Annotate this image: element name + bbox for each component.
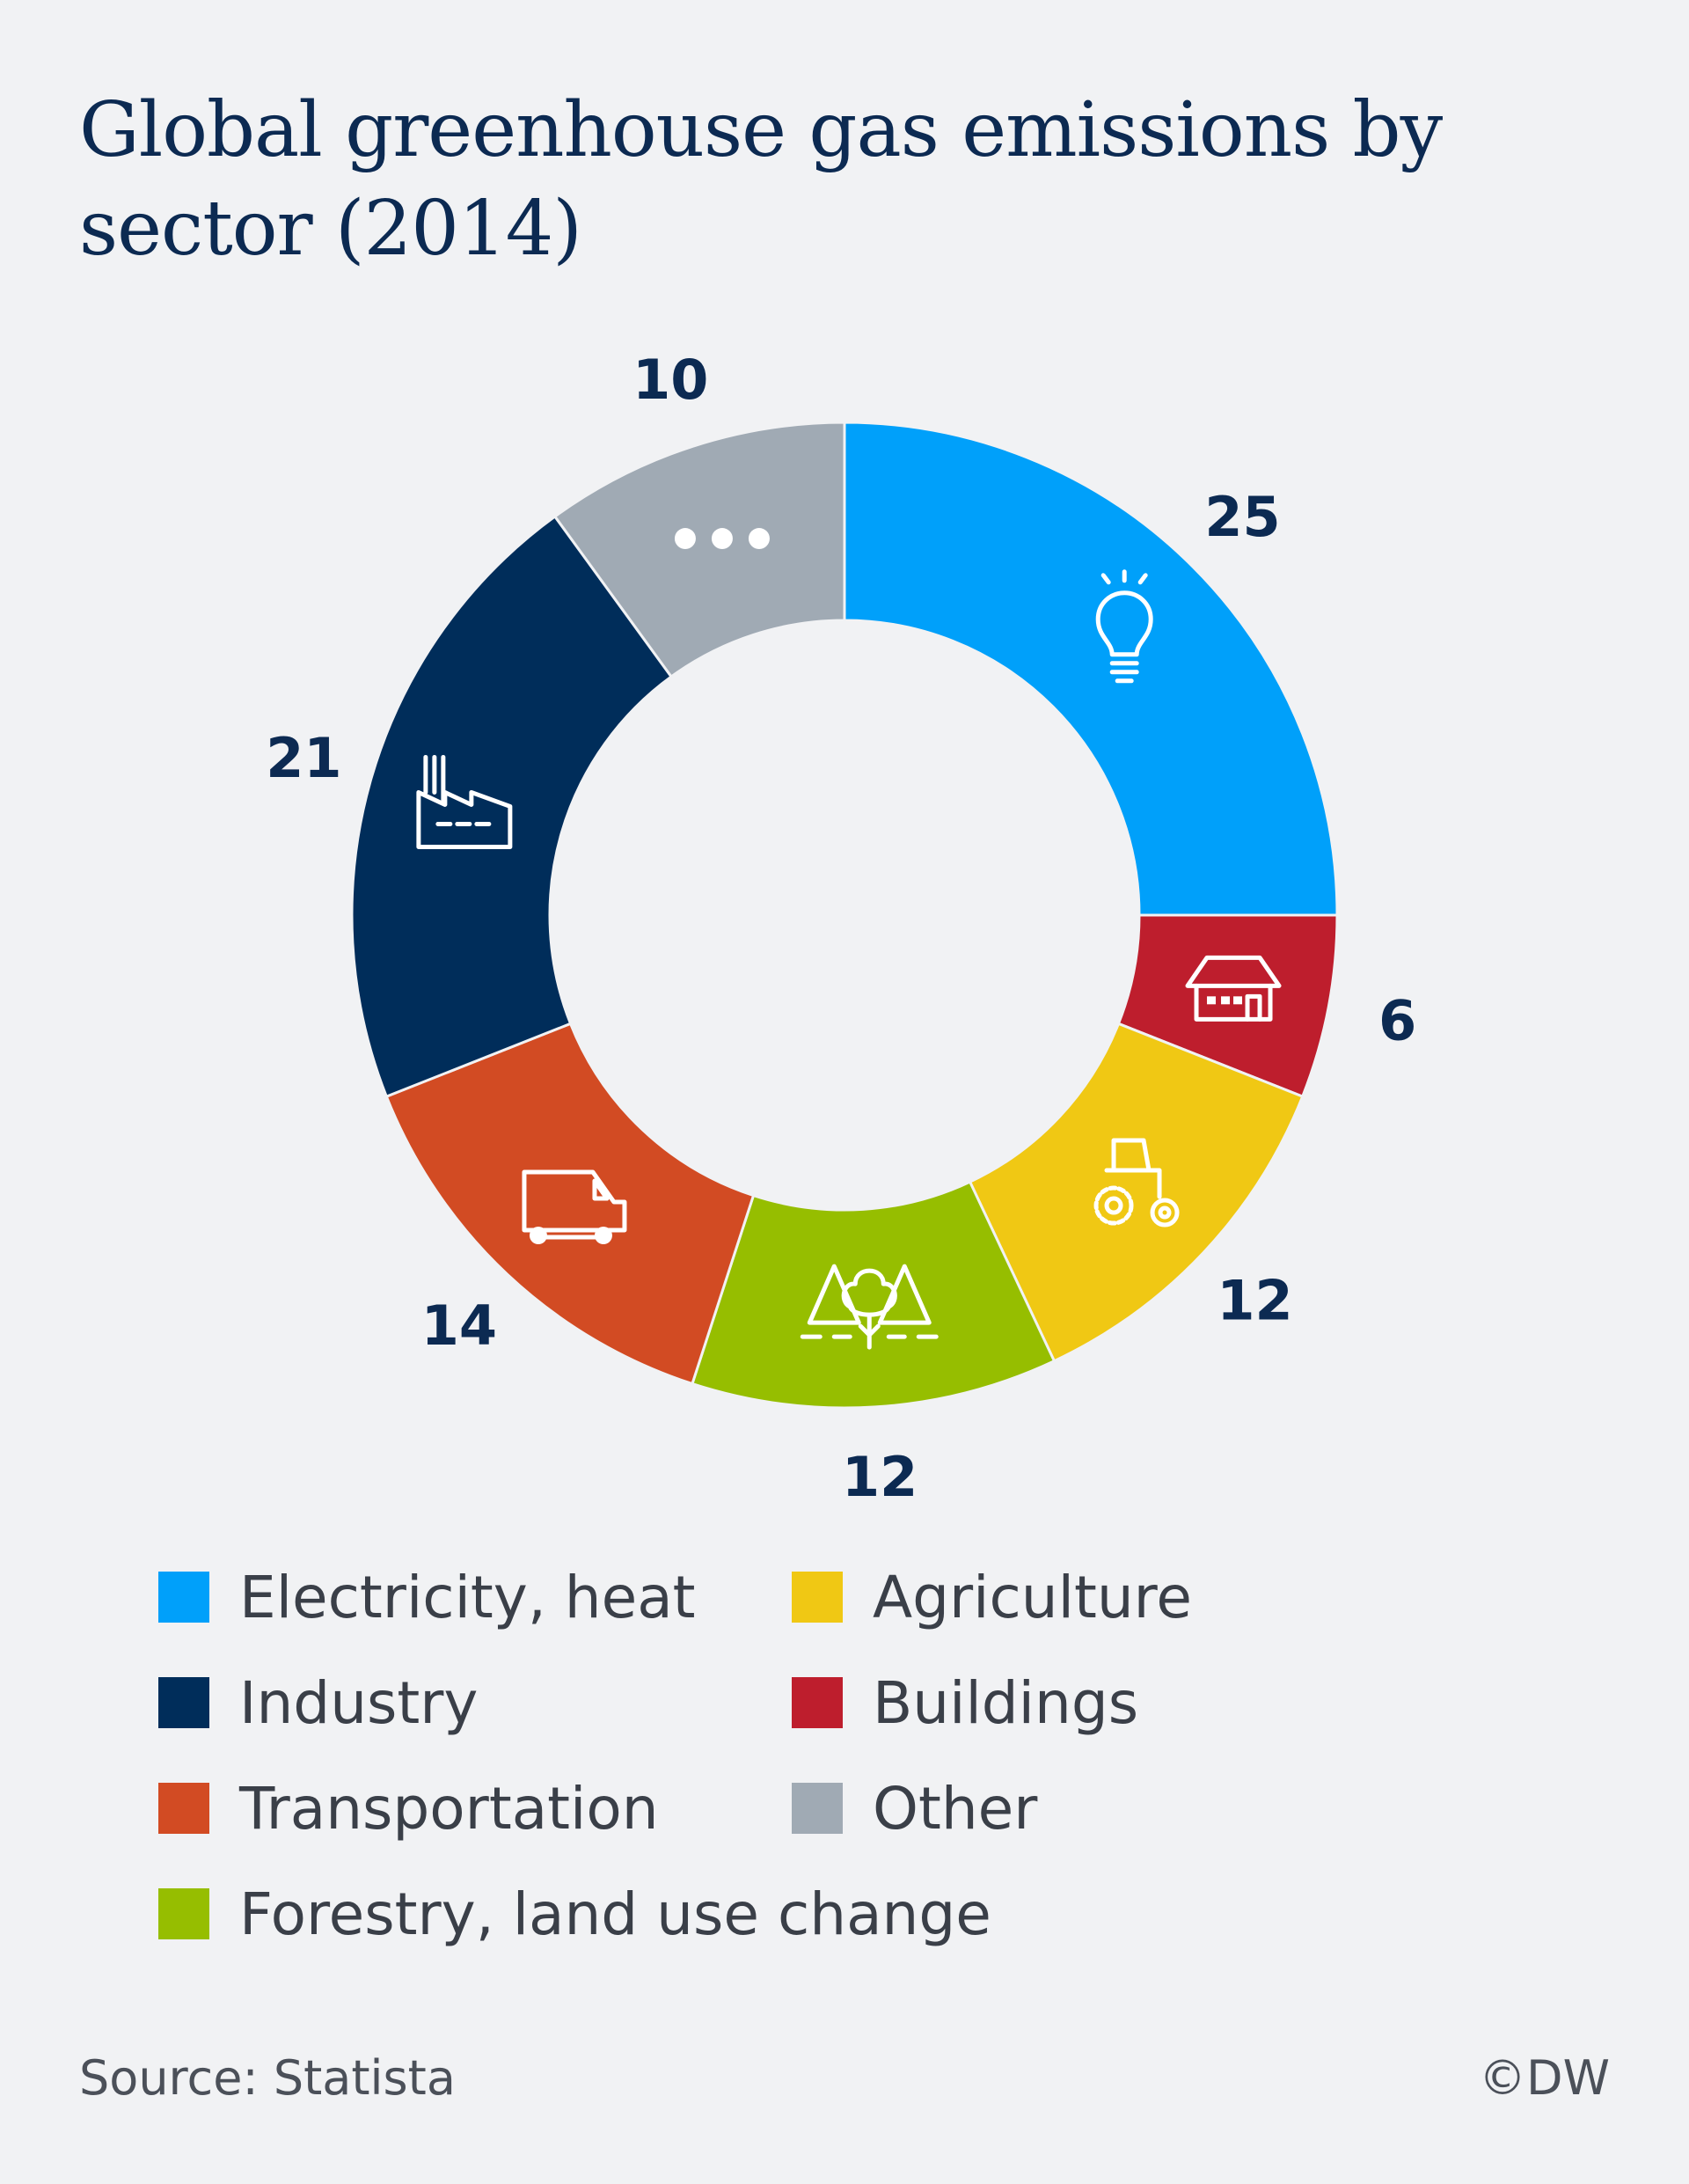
legend: Electricity, heat Industry Transportatio… — [0, 1557, 1689, 2015]
legend-label: Electricity, heat — [239, 1563, 696, 1631]
factory-icon — [416, 754, 513, 849]
legend-label: Transportation — [239, 1774, 659, 1843]
legend-label: Agriculture — [873, 1563, 1192, 1631]
value-label: 12 — [1217, 1269, 1292, 1333]
legend-swatch — [792, 1572, 843, 1623]
legend-swatch — [792, 1783, 843, 1834]
value-label: 21 — [266, 726, 341, 790]
lightbulb-icon — [1095, 569, 1153, 684]
legend-item-electricity-heat: Electricity, heat — [158, 1557, 696, 1637]
house-icon — [1185, 955, 1282, 1022]
legend-label: Other — [873, 1774, 1038, 1843]
slice-transportation — [384, 1022, 756, 1386]
legend-item-other: Other — [792, 1769, 1037, 1848]
legend-item-industry: Industry — [158, 1663, 478, 1742]
slice-agriculture — [968, 1022, 1305, 1363]
legend-label: Forestry, land use change — [239, 1880, 991, 1948]
legend-swatch — [158, 1572, 209, 1623]
legend-swatch — [158, 1677, 209, 1728]
value-label: 14 — [421, 1294, 497, 1358]
more-dots-icon — [674, 528, 770, 550]
donut-chart: 25 6 12 12 14 21 10 — [266, 348, 1416, 1509]
slice-electricity-heat — [843, 421, 1339, 917]
legend-swatch — [158, 1783, 209, 1834]
copyright-note: ©DW — [1479, 2050, 1610, 2106]
legend-swatch — [792, 1677, 843, 1728]
source-note: Source: Statista — [79, 2050, 456, 2106]
slice-group — [350, 421, 1339, 1410]
value-label-group: 25 6 12 12 14 21 10 — [266, 348, 1416, 1509]
trees-icon — [800, 1264, 939, 1350]
legend-label: Industry — [239, 1668, 479, 1737]
legend-label: Buildings — [873, 1668, 1139, 1737]
slice-other — [552, 421, 846, 679]
legend-item-agriculture: Agriculture — [792, 1557, 1192, 1637]
value-label: 25 — [1204, 485, 1280, 549]
legend-item-transportation: Transportation — [158, 1769, 659, 1848]
van-icon — [522, 1169, 627, 1245]
legend-item-buildings: Buildings — [792, 1663, 1138, 1742]
legend-swatch — [158, 1888, 209, 1939]
tractor-icon — [1093, 1138, 1180, 1228]
value-label: 10 — [632, 348, 708, 412]
slice-forestry-land-use-change — [691, 1180, 1057, 1410]
chart-title: Global greenhouse gas emissions by secto… — [79, 86, 1443, 273]
icon-group — [416, 528, 1282, 1350]
value-label: 12 — [842, 1445, 918, 1509]
legend-item-forestry: Forestry, land use change — [158, 1874, 991, 1953]
value-label: 6 — [1378, 988, 1416, 1052]
